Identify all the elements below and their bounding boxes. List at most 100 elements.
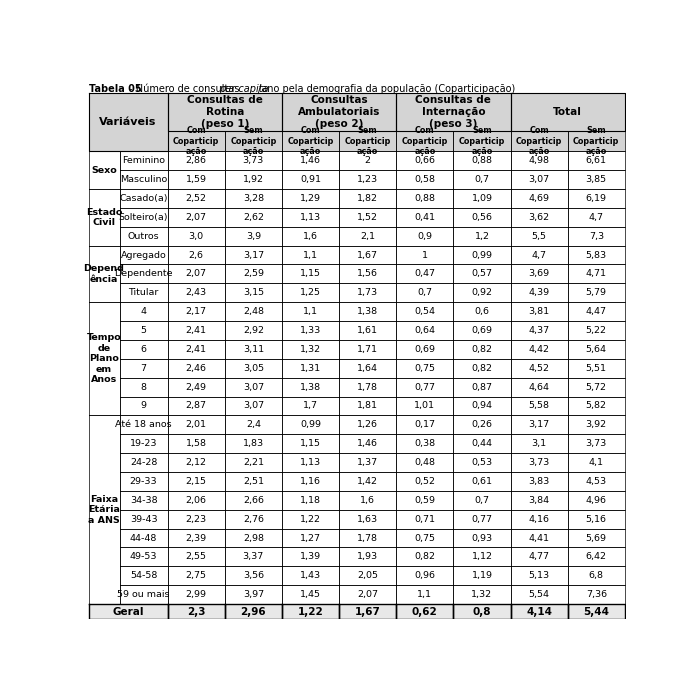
Bar: [339, 491, 396, 509]
Bar: [168, 548, 225, 567]
Bar: [511, 604, 568, 619]
Bar: [88, 416, 120, 604]
Bar: [282, 189, 339, 208]
Text: 1,32: 1,32: [300, 345, 321, 354]
Bar: [568, 567, 625, 585]
Bar: [339, 246, 396, 264]
Bar: [282, 264, 339, 283]
Bar: [168, 491, 225, 509]
Text: 2,07: 2,07: [357, 590, 378, 599]
Bar: [225, 397, 282, 416]
Text: 0,26: 0,26: [471, 420, 493, 429]
Bar: [168, 604, 225, 619]
Bar: [225, 567, 282, 585]
Text: 2,46: 2,46: [186, 364, 207, 373]
Bar: [339, 434, 396, 453]
Text: 2,07: 2,07: [186, 213, 207, 222]
Bar: [511, 302, 568, 321]
Bar: [396, 189, 453, 208]
Text: /ano pela demografia da população (Coparticipação): /ano pela demografia da população (Copar…: [258, 84, 515, 94]
Text: Total: Total: [553, 107, 582, 117]
Text: 3,1: 3,1: [532, 439, 546, 448]
Bar: [120, 340, 168, 359]
Text: 2,76: 2,76: [243, 514, 264, 523]
Bar: [225, 548, 282, 567]
Text: 4,39: 4,39: [528, 288, 550, 297]
Text: Até 18 anos: Até 18 anos: [116, 420, 172, 429]
Bar: [120, 378, 168, 397]
Text: 6: 6: [141, 345, 147, 354]
Text: 0,91: 0,91: [300, 175, 321, 184]
Bar: [568, 604, 625, 619]
Bar: [120, 359, 168, 378]
Bar: [120, 416, 168, 434]
Text: 0,66: 0,66: [414, 156, 435, 165]
Text: 3,56: 3,56: [243, 571, 264, 580]
Text: 5,13: 5,13: [528, 571, 550, 580]
Bar: [568, 491, 625, 509]
Bar: [120, 528, 168, 548]
Text: 0,92: 0,92: [471, 288, 493, 297]
Bar: [339, 302, 396, 321]
Text: 3,07: 3,07: [243, 383, 264, 392]
Text: 1,33: 1,33: [300, 326, 321, 335]
Text: 0,57: 0,57: [471, 269, 493, 278]
Bar: [568, 509, 625, 528]
Text: 3,17: 3,17: [243, 251, 264, 260]
Text: 3,69: 3,69: [528, 269, 550, 278]
Bar: [120, 509, 168, 528]
Bar: [568, 302, 625, 321]
Text: 3,11: 3,11: [243, 345, 264, 354]
Bar: [168, 283, 225, 302]
Text: 4,7: 4,7: [589, 213, 603, 222]
Text: 4: 4: [141, 307, 147, 316]
Text: 0,56: 0,56: [471, 213, 493, 222]
Text: 5,54: 5,54: [529, 590, 550, 599]
Bar: [282, 604, 339, 619]
Bar: [120, 208, 168, 227]
Text: Sem
Coparticip
ação: Sem Coparticip ação: [345, 127, 391, 156]
Bar: [339, 509, 396, 528]
Text: 2,98: 2,98: [243, 534, 264, 542]
Bar: [168, 189, 225, 208]
Text: Estado
Civil: Estado Civil: [86, 207, 122, 227]
Text: 2,43: 2,43: [186, 288, 207, 297]
Bar: [568, 340, 625, 359]
Text: 0,6: 0,6: [475, 307, 489, 316]
Bar: [568, 378, 625, 397]
Text: 1,32: 1,32: [471, 590, 493, 599]
Bar: [511, 378, 568, 397]
Text: 0,47: 0,47: [414, 269, 435, 278]
Bar: [282, 509, 339, 528]
Text: 6,61: 6,61: [586, 156, 607, 165]
Text: 1,38: 1,38: [300, 383, 321, 392]
Text: 1,83: 1,83: [243, 439, 264, 448]
Bar: [225, 359, 282, 378]
Text: 1,78: 1,78: [357, 383, 378, 392]
Bar: [568, 227, 625, 246]
Bar: [339, 132, 396, 151]
Bar: [511, 227, 568, 246]
Bar: [453, 359, 511, 378]
Text: 1,7: 1,7: [303, 402, 318, 411]
Bar: [282, 208, 339, 227]
Text: 1,58: 1,58: [186, 439, 207, 448]
Bar: [453, 227, 511, 246]
Text: 1,38: 1,38: [357, 307, 378, 316]
Text: 24-28: 24-28: [130, 458, 157, 467]
Bar: [396, 283, 453, 302]
Bar: [282, 528, 339, 548]
Bar: [511, 491, 568, 509]
Bar: [225, 227, 282, 246]
Text: Com
Coparticip
ação: Com Coparticip ação: [402, 127, 448, 156]
Bar: [396, 359, 453, 378]
Bar: [396, 227, 453, 246]
Bar: [168, 416, 225, 434]
Bar: [339, 528, 396, 548]
Bar: [453, 132, 511, 151]
Text: 3,07: 3,07: [528, 175, 550, 184]
Text: 0,93: 0,93: [471, 534, 493, 542]
Bar: [168, 132, 225, 151]
Text: 3,85: 3,85: [586, 175, 607, 184]
Bar: [396, 472, 453, 491]
